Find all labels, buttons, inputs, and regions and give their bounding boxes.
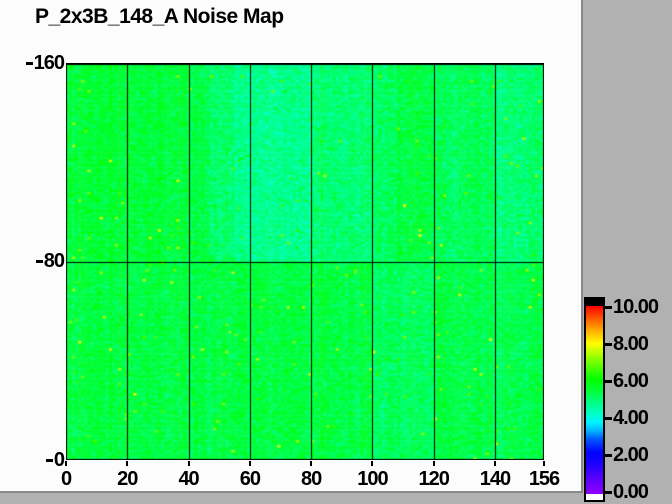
colorbar-tick-10.00: 10.00 [605,295,659,318]
colorbar-tick-mark [605,453,612,457]
colorbar-under-range-cap [586,494,603,500]
x-tick-mark [187,461,190,466]
colorbar-tick-mark [605,416,612,420]
colorbar-tick-label: 8.00 [613,332,649,355]
x-tick-label-140: 140 [479,468,511,490]
x-tick-mark [65,461,67,466]
x-tick-label-80: 80 [301,468,322,490]
x-tick-mark [310,461,313,466]
x-tick-label-156: 156 [528,468,560,490]
colorbar-tick-8.00: 8.00 [605,332,649,355]
y-tick-label: 0 [53,448,65,471]
plot-canvas: P_2x3B_148_A Noise Map 160 80 0 0 20 40 60 80 1… [0,0,583,493]
colorbar-tick-label: 2.00 [613,443,649,466]
x-tick-label-100: 100 [357,468,388,490]
y-tick-80: 80 [0,250,65,272]
colorbar-tick-6.00: 6.00 [605,369,649,392]
x-tick-mark [371,461,374,466]
x-tick-label-120: 120 [418,468,450,490]
y-tick-0: 0 [0,448,65,471]
colorbar-tick-label: 10.00 [613,295,659,318]
y-tick-mark [35,260,43,263]
x-tick-label-60: 60 [239,468,261,490]
x-tick-mark [543,461,545,466]
plot-title: P_2x3B_148_A Noise Map [35,5,284,28]
y-tick-mark [25,61,33,65]
x-tick-label-0: 0 [60,468,72,490]
colorbar-tick-label: 6.00 [613,369,649,392]
colorbar-tick-label: 0.00 [613,480,649,503]
y-tick-label: 160 [33,51,65,74]
colorbar-over-range-cap [586,299,603,306]
x-tick-mark [126,461,129,466]
colorbar-tick-4.00: 4.00 [605,406,649,429]
x-tick-mark [248,461,251,466]
noise-heatmap [66,63,544,460]
colorbar-gradient [586,306,603,494]
y-tick-label: 80 [43,250,65,272]
colorbar-tick-mark [605,379,612,383]
x-tick-label-40: 40 [178,468,199,490]
colorbar-tick-mark [605,305,612,309]
x-tick-label-20: 20 [117,468,138,490]
x-tick-mark [493,461,496,466]
colorbar-tick-mark [605,490,612,494]
colorbar-tick-2.00: 2.00 [605,443,649,466]
colorbar-tick-label: 4.00 [613,406,649,429]
colorbar [584,297,605,502]
y-tick-160: 160 [0,51,65,74]
x-tick-mark [432,461,435,466]
y-tick-mark [45,458,53,462]
colorbar-tick-0.00: 0.00 [605,480,649,503]
colorbar-tick-mark [605,342,612,346]
